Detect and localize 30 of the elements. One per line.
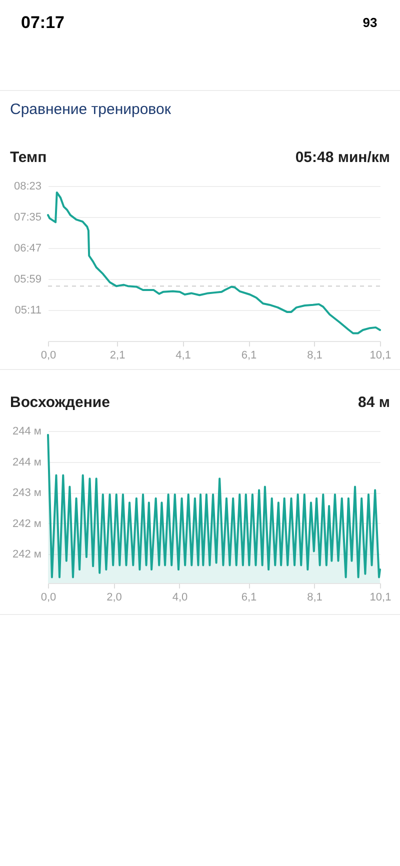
x-tick-label: 4,0 xyxy=(172,592,188,604)
y-tick-label: 07:35 xyxy=(14,212,42,224)
x-tick-label: 8,1 xyxy=(307,350,322,362)
y-tick-label: 243 м xyxy=(12,487,42,500)
chart-title: Темп xyxy=(10,149,47,166)
text: 07:17 xyxy=(21,13,64,32)
x-tick-label: 6,1 xyxy=(241,350,257,362)
text: 93 xyxy=(362,15,378,30)
y-tick-label: 244 м xyxy=(12,426,42,438)
chart-subtitle: 84 м xyxy=(358,394,390,411)
y-tick-label: 242 м xyxy=(12,518,42,530)
x-tick-label: 2,0 xyxy=(106,592,122,604)
x-tick-label: 6,1 xyxy=(241,592,257,604)
x-tick-label: 10,1 xyxy=(370,592,392,604)
x-tick-label: 8,1 xyxy=(307,592,322,604)
text: Сравнение тренировок xyxy=(10,101,172,118)
x-tick-label: 2,1 xyxy=(110,350,126,362)
y-tick-label: 244 м xyxy=(12,456,42,468)
y-tick-label: 05:59 xyxy=(14,274,42,286)
line-series xyxy=(47,191,381,334)
chart-subtitle: 05:48 мин/км xyxy=(295,149,390,166)
chart-title: Восхождение xyxy=(10,394,110,411)
x-tick-label: 4,1 xyxy=(176,350,191,362)
y-tick-label: 242 м xyxy=(12,548,42,561)
y-tick-label: 08:23 xyxy=(14,180,42,192)
x-tick-label: 0,0 xyxy=(40,350,56,362)
x-tick-label: 0,0 xyxy=(40,592,56,604)
y-tick-label: 05:11 xyxy=(14,304,42,316)
x-tick-label: 10,1 xyxy=(370,350,392,362)
y-tick-label: 06:47 xyxy=(14,242,42,254)
